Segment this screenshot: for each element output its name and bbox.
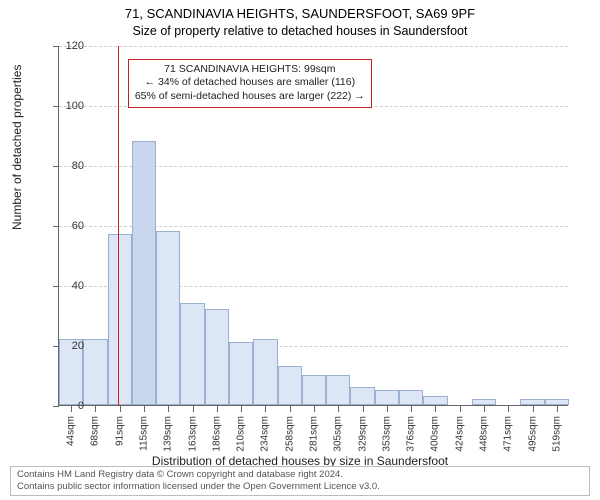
x-tick-label: 329sqm [357, 416, 368, 452]
main-title: 71, SCANDINAVIA HEIGHTS, SAUNDERSFOOT, S… [0, 6, 600, 23]
histogram-bar [205, 309, 229, 405]
histogram-bar [302, 375, 326, 405]
x-tick [95, 406, 96, 412]
y-tick [53, 286, 59, 287]
x-tick [411, 406, 412, 412]
histogram-bar [156, 231, 180, 405]
y-tick [53, 46, 59, 47]
x-tick [193, 406, 194, 412]
histogram-bar [132, 141, 156, 405]
x-tick [533, 406, 534, 412]
x-tick [265, 406, 266, 412]
chart-container: 44sqm68sqm91sqm115sqm139sqm163sqm186sqm2… [58, 46, 568, 431]
footer-attribution: Contains HM Land Registry data © Crown c… [10, 466, 590, 496]
x-tick [508, 406, 509, 412]
x-tick-label: 115sqm [139, 416, 150, 451]
x-tick-label: 139sqm [163, 416, 174, 452]
y-tick [53, 106, 59, 107]
y-tick-label: 100 [66, 100, 84, 112]
x-tick-label: 281sqm [309, 416, 320, 452]
x-tick [71, 406, 72, 412]
x-tick-label: 68sqm [90, 416, 101, 446]
x-tick [557, 406, 558, 412]
histogram-bar [253, 339, 277, 405]
x-tick [338, 406, 339, 412]
x-tick-label: 471sqm [503, 416, 514, 452]
y-tick-label: 80 [72, 160, 84, 172]
grid-line [59, 46, 568, 47]
x-tick-label: 424sqm [454, 416, 465, 452]
histogram-bar [278, 366, 302, 405]
y-tick-label: 40 [72, 280, 84, 292]
x-tick-label: 305sqm [333, 416, 344, 452]
x-tick-label: 210sqm [236, 416, 247, 452]
histogram-bar [229, 342, 253, 405]
x-tick-label: 519sqm [551, 416, 562, 452]
y-tick-label: 20 [72, 340, 84, 352]
histogram-bar [545, 399, 569, 405]
x-tick-label: 163sqm [187, 416, 198, 452]
histogram-bar [326, 375, 350, 405]
y-tick-label: 120 [66, 40, 84, 52]
y-tick-label: 60 [72, 220, 84, 232]
x-tick [314, 406, 315, 412]
x-tick-label: 495sqm [527, 416, 538, 452]
footer-line-1: Contains HM Land Registry data © Crown c… [17, 469, 583, 481]
y-tick [53, 226, 59, 227]
y-tick [53, 166, 59, 167]
x-tick-label: 44sqm [66, 416, 77, 446]
x-tick [387, 406, 388, 412]
annotation-box: 71 SCANDINAVIA HEIGHTS: 99sqm← 34% of de… [128, 59, 372, 108]
histogram-bar [108, 234, 132, 405]
histogram-bar [180, 303, 204, 405]
x-tick [168, 406, 169, 412]
histogram-bar [399, 390, 423, 405]
x-tick [484, 406, 485, 412]
x-tick-label: 258sqm [284, 416, 295, 452]
x-tick [144, 406, 145, 412]
y-tick-label: 0 [78, 400, 84, 412]
x-tick-label: 376sqm [406, 416, 417, 452]
annotation-line: 71 SCANDINAVIA HEIGHTS: 99sqm [135, 63, 365, 77]
sub-title: Size of property relative to detached ho… [0, 23, 600, 39]
plot-area: 44sqm68sqm91sqm115sqm139sqm163sqm186sqm2… [58, 46, 568, 406]
annotation-line: ← 34% of detached houses are smaller (11… [135, 76, 365, 90]
annotation-line: 65% of semi-detached houses are larger (… [135, 90, 365, 104]
x-tick-label: 186sqm [211, 416, 222, 452]
x-tick [120, 406, 121, 412]
x-tick-label: 448sqm [479, 416, 490, 452]
x-tick [217, 406, 218, 412]
histogram-bar [423, 396, 447, 405]
histogram-bar [520, 399, 544, 405]
footer-line-2: Contains public sector information licen… [17, 481, 583, 493]
x-tick-label: 353sqm [381, 416, 392, 452]
x-tick-label: 91sqm [114, 416, 125, 446]
x-tick [435, 406, 436, 412]
histogram-bar [83, 339, 107, 405]
histogram-bar [472, 399, 496, 405]
x-tick-label: 234sqm [260, 416, 271, 452]
x-tick [290, 406, 291, 412]
histogram-bar [375, 390, 399, 405]
y-tick [53, 406, 59, 407]
histogram-bar [350, 387, 374, 405]
y-axis-label: Number of detached properties [10, 65, 24, 230]
x-tick [460, 406, 461, 412]
x-tick [241, 406, 242, 412]
property-marker-line [118, 46, 119, 406]
chart-titles: 71, SCANDINAVIA HEIGHTS, SAUNDERSFOOT, S… [0, 0, 600, 39]
x-tick [363, 406, 364, 412]
x-tick-label: 400sqm [430, 416, 441, 452]
